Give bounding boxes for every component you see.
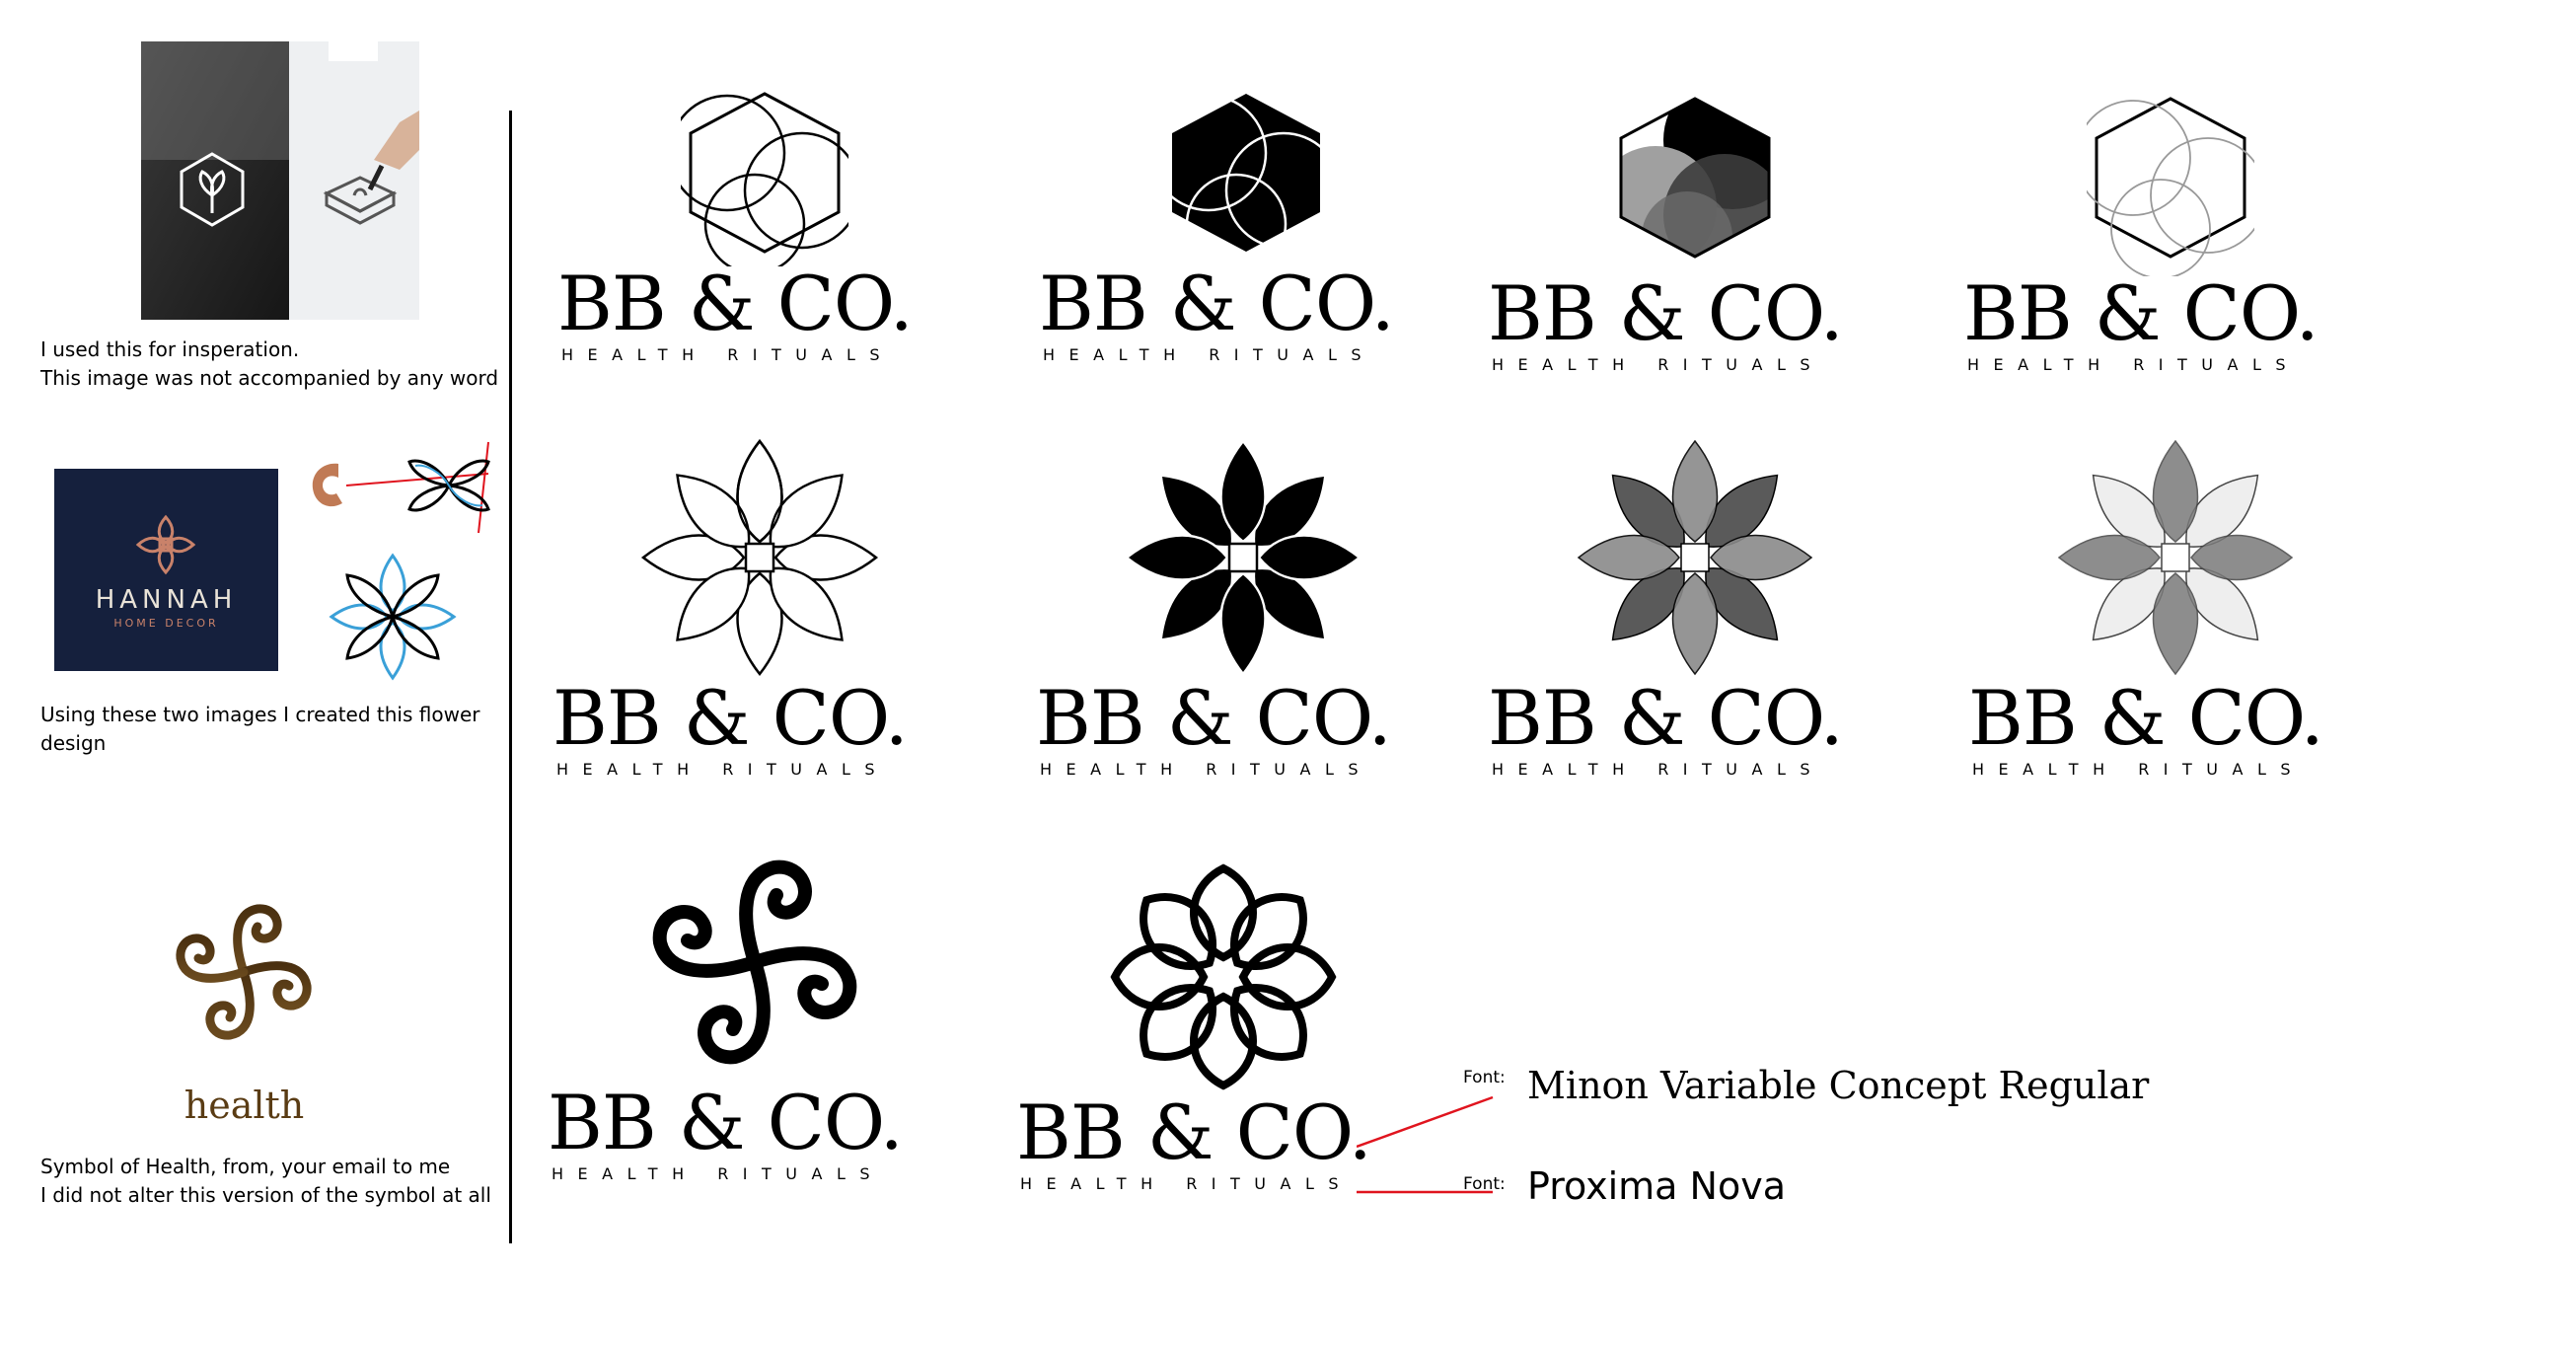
celtic-knot-icon	[1110, 863, 1337, 1090]
brand-name: BB & CO.	[552, 674, 909, 762]
logo-hexagon-outline: BB & CO. HEALTH RITUALS	[557, 79, 972, 365]
flower-note: Using these two images I created this fl…	[40, 703, 480, 755]
logo-hexagon-light: BB & CO. HEALTH RITUALS	[1963, 79, 2378, 375]
brand-tagline: HEALTH RITUALS	[1492, 355, 1825, 374]
logo-spiral: BB & CO. HEALTH RITUALS	[548, 839, 962, 1184]
brand-name: BB & CO.	[1016, 1088, 1372, 1176]
brand-tagline: HEALTH RITUALS	[1020, 1174, 1354, 1193]
brand-name: BB & CO.	[1488, 674, 1844, 762]
brand-tagline: HEALTH RITUALS	[1043, 345, 1376, 364]
font-label-primary: Font:	[1463, 1068, 1506, 1087]
hannah-title: HANNAH	[95, 585, 238, 615]
brand-tagline: HEALTH RITUALS	[552, 1164, 885, 1183]
hexagon-outline-icon	[681, 92, 848, 266]
hexagon-solid-icon	[1162, 94, 1330, 266]
inspiration-note: I used this for insperation. This image …	[40, 337, 499, 390]
spiral-health-icon	[652, 860, 857, 1065]
logo-flower-light: BB & CO. HEALTH RITUALS	[1968, 434, 2383, 780]
logo-celtic-knot: BB & CO. HEALTH RITUALS	[1016, 859, 1431, 1194]
brand-name: BB & CO.	[557, 260, 914, 347]
brand-tagline: HEALTH RITUALS	[561, 345, 895, 364]
health-symbol	[176, 904, 312, 1040]
logo-hexagon-shaded: BB & CO. HEALTH RITUALS	[1488, 79, 1902, 375]
inspiration-photo	[141, 41, 419, 320]
brand-tagline: HEALTH RITUALS	[1040, 760, 1373, 779]
brand-tagline: HEALTH RITUALS	[1492, 760, 1825, 779]
logo-flower-outline: BB & CO. HEALTH RITUALS	[552, 434, 967, 780]
brand-name: BB & CO.	[548, 1079, 904, 1166]
sketch-annotations	[312, 441, 490, 534]
font-name-secondary: Proxima Nova	[1527, 1164, 1786, 1208]
hannah-flower-icon	[135, 514, 196, 575]
font-pointer-lines	[1357, 1095, 1494, 1194]
brand-tagline: HEALTH RITUALS	[1967, 355, 2301, 374]
hannah-reference-image: HANNAH HOME DECOR	[54, 469, 278, 671]
brand-tagline: HEALTH RITUALS	[556, 760, 890, 779]
brand-name: BB & CO.	[1963, 269, 2319, 357]
font-label-secondary: Font:	[1463, 1174, 1506, 1194]
font-name-primary: Minon Variable Concept Regular	[1527, 1064, 2150, 1107]
brand-tagline: HEALTH RITUALS	[1972, 760, 2306, 779]
hannah-subtitle: HOME DECOR	[113, 617, 219, 630]
flower-light-icon	[2057, 439, 2294, 676]
health-note: Symbol of Health, from, your email to me…	[40, 1155, 491, 1207]
brand-name: BB & CO.	[1039, 260, 1395, 347]
flower-grey-icon	[1577, 439, 1813, 676]
logo-flower-grey: BB & CO. HEALTH RITUALS	[1488, 434, 1902, 780]
logo-flower-solid: BB & CO. HEALTH RITUALS	[1036, 434, 1450, 780]
brand-name: BB & CO.	[1036, 674, 1392, 762]
brand-name: BB & CO.	[1968, 674, 2324, 762]
brand-name: BB & CO.	[1488, 269, 1844, 357]
sketch-flower	[329, 553, 457, 681]
health-label: health	[184, 1084, 305, 1127]
logo-hexagon-solid: BB & CO. HEALTH RITUALS	[1039, 79, 1453, 365]
flower-solid-icon	[1124, 438, 1362, 677]
hexagon-light-icon	[2087, 97, 2254, 276]
hexagon-shaded-icon	[1619, 97, 1771, 259]
column-divider	[509, 111, 512, 1243]
flower-outline-icon	[640, 438, 879, 677]
